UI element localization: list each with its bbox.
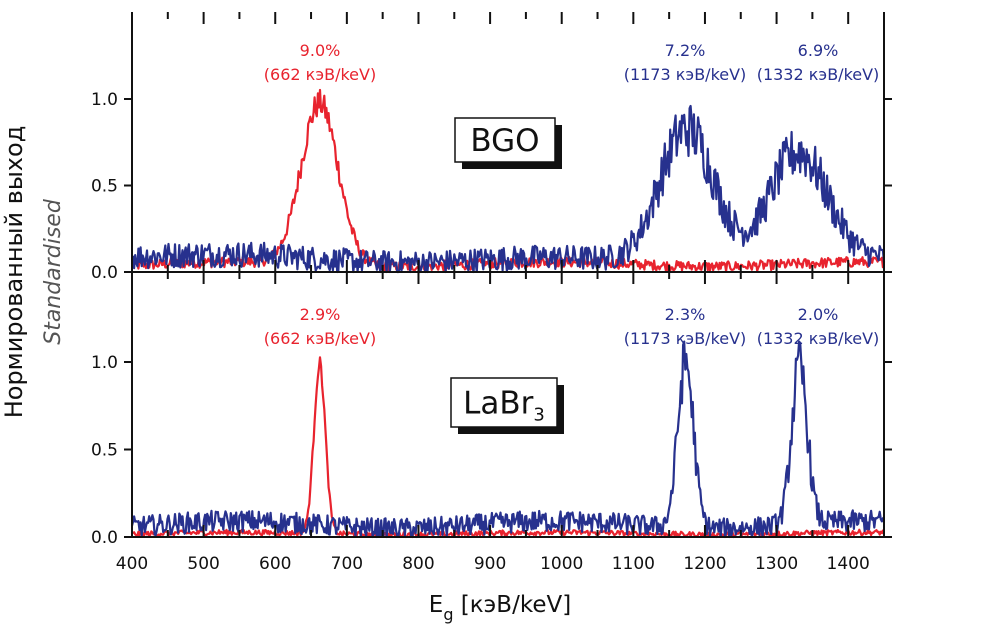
series-blue-panel-1 (131, 104, 886, 274)
y-tick-label: 1.0 (91, 353, 118, 373)
series-blue-panel-2 (130, 340, 885, 539)
x-tick-label: 500 (187, 554, 219, 574)
peak-energy-label: (1332 кэВ/keV) (757, 65, 880, 84)
y-axis-label-secondary: Standardised (41, 198, 66, 345)
x-axis-label-unit: [кэВ/keV] (454, 592, 572, 618)
x-tick-label: 400 (116, 554, 148, 574)
y-tick-label: 0.5 (91, 441, 118, 461)
y-tick-label: 0.0 (91, 528, 118, 548)
x-tick-label: 1400 (827, 554, 870, 574)
detector-label-box (454, 117, 556, 163)
peak-resolution-label: 2.9% (300, 305, 341, 324)
detector-label: BGO (470, 123, 539, 159)
detector-label-main: LaBr (463, 386, 534, 422)
peak-resolution-label: 7.2% (665, 41, 706, 60)
x-tick-label: 1300 (755, 554, 798, 574)
detector-label-main: BGO (470, 123, 539, 159)
x-tick-label: 600 (259, 554, 291, 574)
peak-resolution-label: 2.0% (798, 305, 839, 324)
peak-resolution-label: 2.3% (665, 305, 706, 324)
detector-label: LaBr3 (463, 386, 545, 426)
detector-label-sub: 3 (533, 405, 544, 426)
peak-energy-label: (662 кэВ/keV) (264, 65, 376, 84)
x-tick-label: 900 (474, 554, 506, 574)
detector-label-box (450, 377, 558, 428)
x-tick-label: 1100 (612, 554, 655, 574)
x-tick-label: 800 (402, 554, 434, 574)
panel-2: 0.0 0.5 1.0 2.9% (662 кэВ/keV) 2.3% (1173 кэВ/… (91, 272, 892, 548)
peak-energy-label: (1173 кэВ/keV) (624, 329, 747, 348)
x-tick-label: 700 (331, 554, 363, 574)
x-axis-label: Eg [кэВ/keV] (429, 592, 571, 624)
panel-1: 0.0 0.5 1.0 9.0% (662 кэВ/keV) 7.2% (1173 кэВ/… (91, 12, 892, 283)
peak-energy-label: (1332 кэВ/keV) (757, 329, 880, 348)
peak-energy-label: (662 кэВ/keV) (264, 329, 376, 348)
peak-resolution-label: 9.0% (300, 41, 341, 60)
x-axis-label-sub: g (443, 605, 453, 624)
y-tick-label: 0.0 (91, 263, 118, 283)
x-tick-label: 1000 (540, 554, 583, 574)
peak-energy-label: (1173 кэВ/keV) (624, 65, 747, 84)
y-tick-label: 1.0 (91, 90, 118, 110)
peak-resolution-label: 6.9% (798, 41, 839, 60)
x-axis-label-main: E (429, 592, 444, 618)
y-axis-label: Нормированный выход (0, 126, 28, 419)
x-tick-label: 1200 (683, 554, 726, 574)
y-tick-label: 0.5 (91, 177, 118, 197)
